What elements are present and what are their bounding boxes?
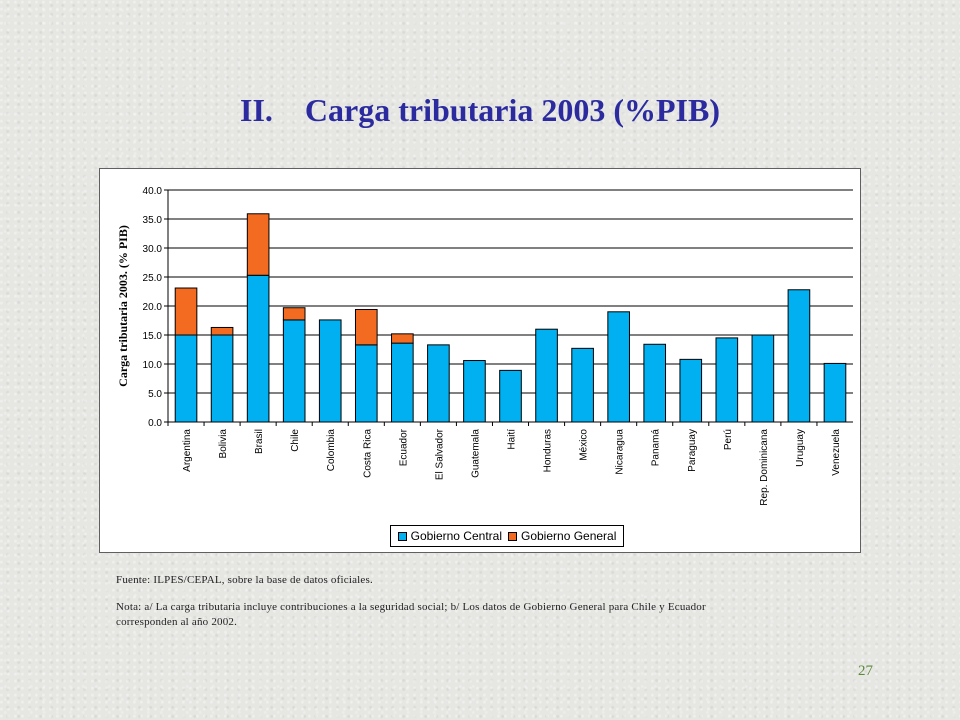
bar-central <box>715 337 739 423</box>
legend-swatch-general <box>508 531 517 541</box>
x-tick-label: Argentina <box>182 429 193 472</box>
x-tick-label: Venezuela <box>831 429 842 476</box>
bar-central <box>463 360 486 423</box>
x-tick-label: Paraguay <box>687 429 698 472</box>
bar-central <box>427 344 450 423</box>
x-tick-label: Ecuador <box>398 428 409 466</box>
note-footnote-line2: corresponden al año 2002. <box>116 616 238 628</box>
source-footnote: Fuente: ILPES/CEPAL, sobre la base de da… <box>116 574 373 586</box>
x-tick-label: Uruguay <box>795 429 806 467</box>
bar-central <box>499 369 522 423</box>
note-footnote-line1: Nota: a/ La carga tributaria incluye con… <box>116 601 706 613</box>
bar-central <box>282 319 306 423</box>
y-tick-label: 20.0 <box>143 302 163 313</box>
chart-legend: Gobierno Central Gobierno General <box>390 525 624 547</box>
stacked-bar-chart: 0.0 5.0 10.0 15.0 20.0 25.0 30.0 35.0 40.0 Carga … <box>116 186 853 506</box>
x-tick-label: Colombia <box>326 429 337 472</box>
bar-general <box>354 308 378 346</box>
x-tick-label: Brasil <box>254 429 265 454</box>
x-tick-label: El Salvador <box>434 428 445 480</box>
y-tick-label: 25.0 <box>143 273 163 284</box>
bar-central <box>571 347 594 423</box>
x-tick-label: Honduras <box>543 429 554 472</box>
legend-item-central: Gobierno Central <box>397 529 502 543</box>
x-tick-label: Chile <box>290 429 301 452</box>
y-tick-label: 15.0 <box>143 331 163 342</box>
x-tick-label: Perú <box>723 429 734 450</box>
legend-item-general: Gobierno General <box>508 529 616 543</box>
x-tick-label: Guatemala <box>470 429 481 478</box>
x-tick-label: Rep. Dominicana <box>759 429 770 506</box>
legend-swatch-central <box>397 531 407 541</box>
bar-central <box>643 343 667 423</box>
y-tick-label: 35.0 <box>143 215 163 226</box>
x-tick-label: Costa Rica <box>362 429 373 478</box>
bar-central <box>823 362 847 423</box>
bar-central <box>607 311 630 423</box>
bar-general <box>282 307 306 321</box>
bar-central <box>354 344 378 423</box>
x-tick-label: México <box>579 429 590 461</box>
chart-container: 0.0 5.0 10.0 15.0 20.0 25.0 30.0 35.0 40.0 Carga … <box>99 168 861 553</box>
legend-label-central: Gobierno Central <box>410 529 502 543</box>
bar-central <box>787 289 811 423</box>
y-axis-label: Carga tributaria 2003. (% PIB) <box>116 225 130 387</box>
bar-central <box>679 358 703 423</box>
y-tick-label: 30.0 <box>143 244 163 255</box>
page-number: 27 <box>858 663 873 679</box>
bar-central <box>391 342 414 423</box>
x-tick-label: Bolivia <box>218 429 229 459</box>
bar-central <box>535 328 558 423</box>
bar-central <box>751 334 775 423</box>
bar-general <box>246 213 270 276</box>
x-tick-label: Panamá <box>651 429 662 467</box>
y-tick-label: 40.0 <box>143 186 163 197</box>
bar-general <box>391 333 414 344</box>
y-tick-label: 5.0 <box>148 389 162 400</box>
legend-label-general: Gobierno General <box>521 529 617 543</box>
y-tick-label: 0.0 <box>148 418 162 429</box>
bar-central <box>174 334 198 423</box>
bar-central <box>210 334 234 423</box>
bar-central <box>246 274 270 423</box>
x-tick-label: Haití <box>507 429 518 450</box>
bar-central <box>318 319 342 423</box>
slide-title: II. Carga tributaria 2003 (%PIB) <box>240 92 720 128</box>
bar-general <box>174 287 198 336</box>
bar-general <box>210 326 234 336</box>
x-tick-label: Nicaragua <box>615 429 626 475</box>
y-tick-label: 10.0 <box>143 360 163 371</box>
